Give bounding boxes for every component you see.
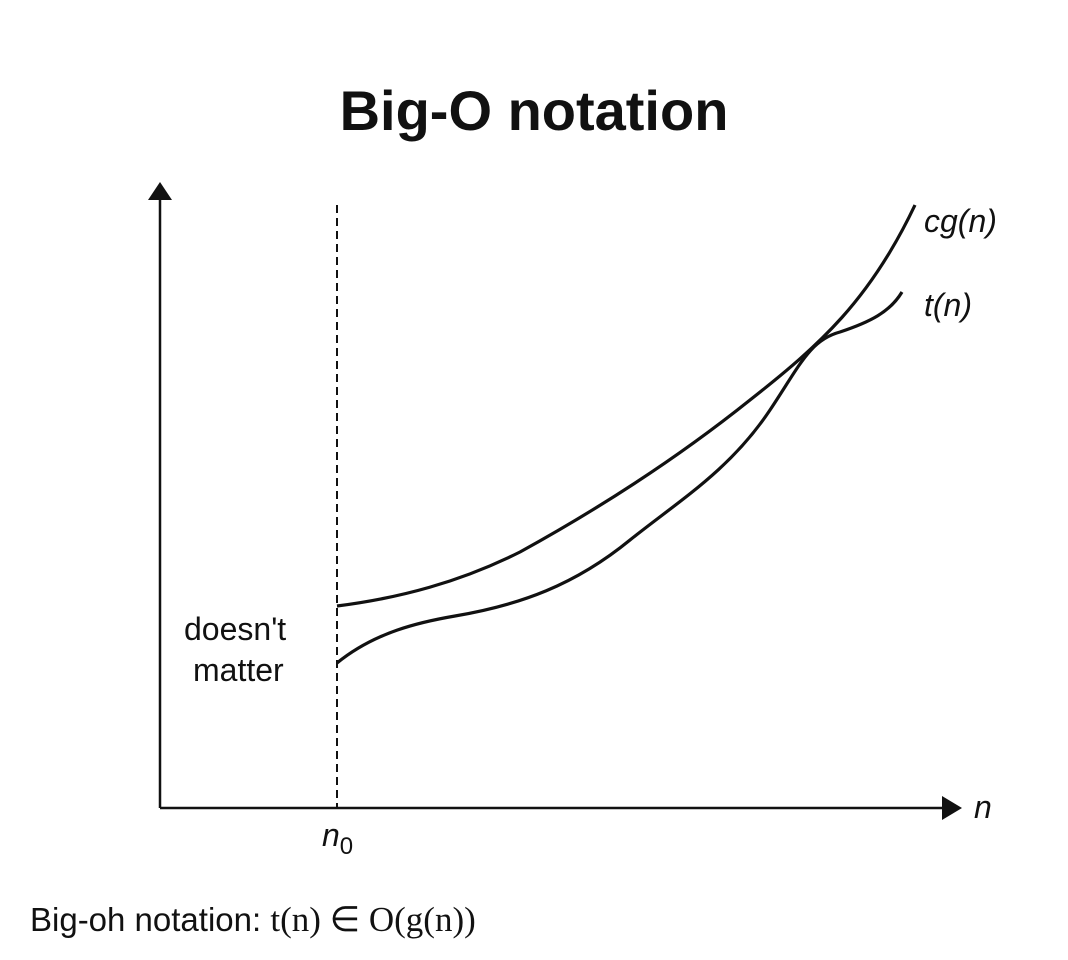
cg-n-curve	[336, 204, 917, 608]
n0-label: n0	[322, 817, 353, 860]
t-n-curve	[335, 291, 904, 665]
caption: Big-oh notation: t(n) ∈ O(g(n))	[30, 900, 476, 940]
y-axis-arrowhead	[148, 182, 172, 200]
cg-n-label: cg(n)	[924, 203, 997, 239]
t-n-label: t(n)	[924, 287, 972, 323]
x-axis-arrowhead	[942, 796, 962, 820]
region-note-line1: doesn't	[184, 611, 286, 647]
caption-formula: t(n) ∈ O(g(n))	[270, 900, 476, 939]
region-note-line2: matter	[193, 652, 284, 688]
page-title: Big-O notation	[339, 79, 729, 142]
x-axis-label: n	[974, 789, 992, 825]
n0-subscript: 0	[340, 833, 353, 860]
caption-text: Big-oh notation:	[30, 901, 271, 938]
